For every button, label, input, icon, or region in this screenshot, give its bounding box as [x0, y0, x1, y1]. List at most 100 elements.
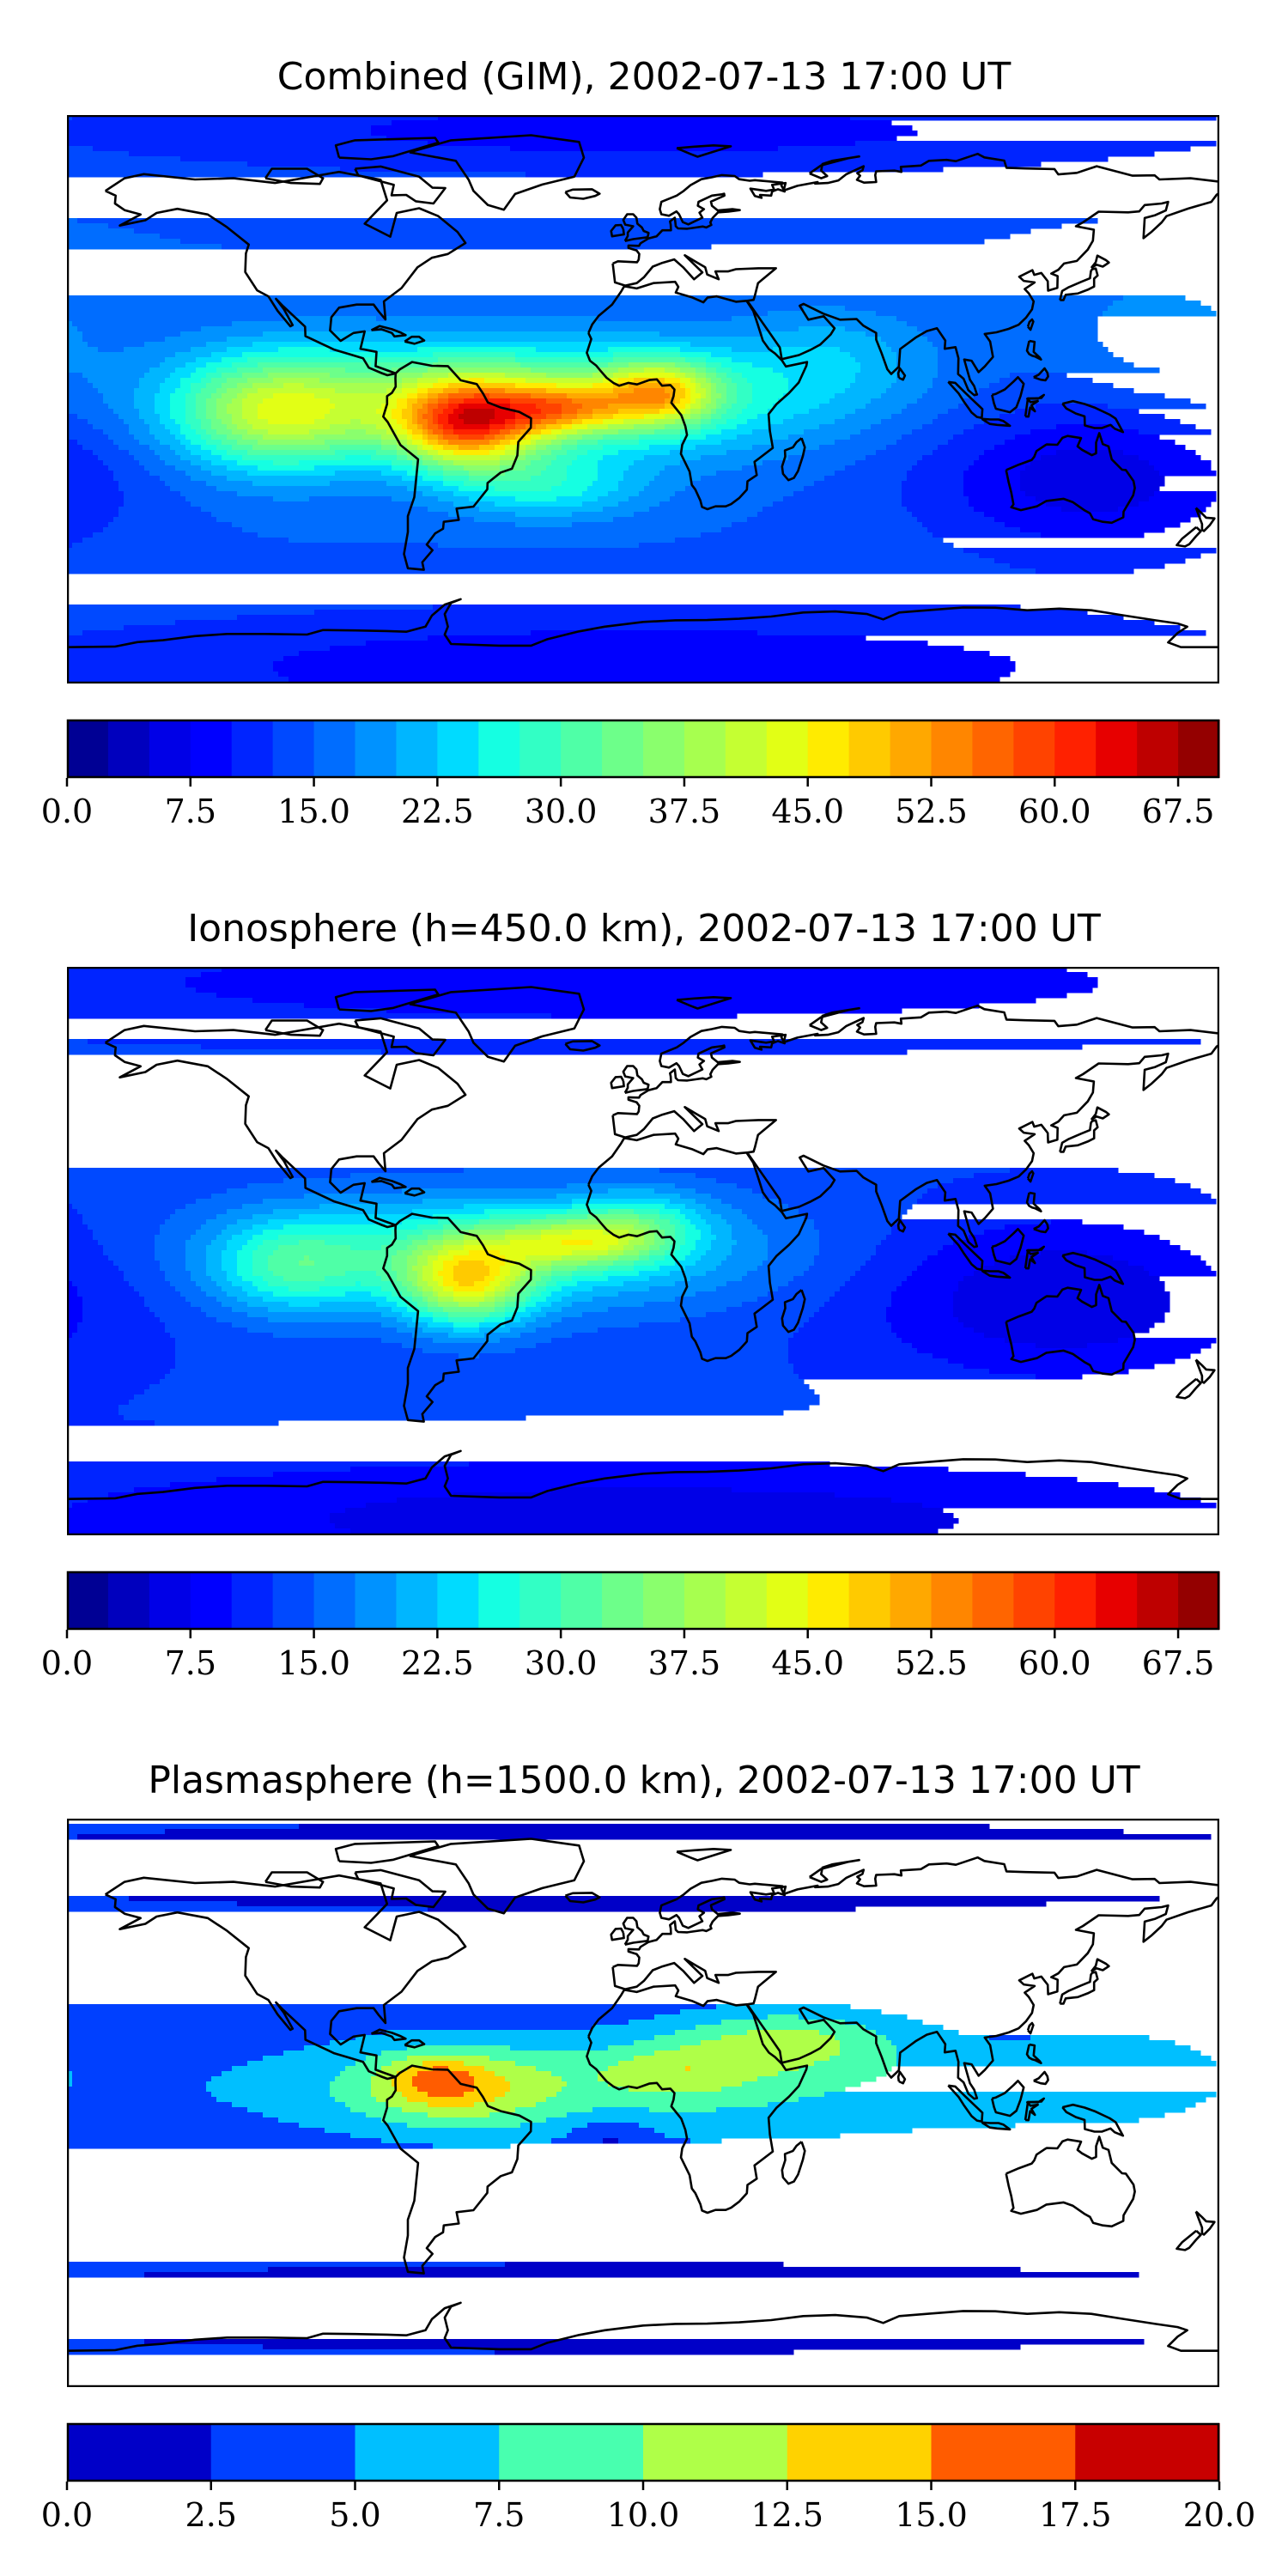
- colorbar-swatch: [931, 720, 974, 778]
- coastline-svalbard: [676, 143, 732, 158]
- colorbar-swatch: [561, 1571, 603, 1630]
- coastline-sulawesi: [1024, 393, 1045, 418]
- coastline-new-guinea: [1061, 2103, 1125, 2137]
- colorbar-swatch: [602, 720, 644, 778]
- colorbar-swatch: [643, 1571, 685, 1630]
- coastline-borneo: [991, 1227, 1025, 1266]
- colorbar-swatch: [931, 2423, 1076, 2482]
- colorbar-swatch: [683, 720, 726, 778]
- colorbar-swatch: [478, 1571, 520, 1630]
- colorbar-swatch: [1137, 720, 1179, 778]
- coastline-java: [981, 417, 1012, 428]
- coastline-greenland: [409, 986, 586, 1063]
- colorbar-tick-label: 37.5: [648, 1644, 721, 1682]
- coastline-madagascar: [781, 1289, 806, 1334]
- coastline-svalbard: [676, 995, 732, 1010]
- coastline-south-america: [381, 2064, 532, 2275]
- colorbar-tick-label: 30.0: [525, 1644, 598, 1682]
- colorbar-swatch: [396, 1571, 438, 1630]
- coastline-japan: [1059, 267, 1099, 301]
- colorbar-swatch: [210, 2423, 356, 2482]
- colorbar-tick-label: 7.5: [165, 1644, 216, 1682]
- colorbar-swatch: [931, 1571, 974, 1630]
- colorbar-swatch: [1178, 1571, 1220, 1630]
- map-frame: [67, 967, 1219, 1535]
- colorbar-tick-label: 52.5: [895, 793, 968, 830]
- coastlines: [67, 134, 1219, 667]
- coastline-hispaniola: [404, 335, 426, 345]
- coastline-novaya-zemlya: [809, 1006, 860, 1031]
- colorbar-swatch: [787, 2423, 933, 2482]
- colorbar-tick-label: 17.5: [1039, 2496, 1112, 2534]
- colorbar-swatch: [67, 1571, 109, 1630]
- colorbar-combined: 0.0 7.5 15.0 22.5 30.0 37.5 45.0 52.5 60.0 67.5: [41, 719, 1220, 830]
- coastline-hispaniola: [404, 2038, 426, 2049]
- colorbar-frame: [66, 1571, 1220, 1631]
- coastline-mindanao: [1033, 1218, 1049, 1234]
- colorbar-tick-label: 30.0: [525, 793, 598, 830]
- tec-field: [67, 967, 1217, 1535]
- coastline-ireland: [610, 1075, 625, 1090]
- coastline-novaya-zemlya: [809, 1858, 860, 1883]
- coastline-taiwan: [1026, 1170, 1035, 1183]
- coastline-iceland: [564, 188, 601, 200]
- coastline-sulawesi: [1024, 2097, 1045, 2122]
- coastline-java: [981, 1269, 1012, 1279]
- colorbar-swatch: [499, 2423, 644, 2482]
- colorbar-swatch: [807, 720, 850, 778]
- coastline-baffin: [354, 1868, 447, 1909]
- colorbar-tick-label: 52.5: [895, 1644, 968, 1682]
- coastline-hispaniola: [404, 1187, 426, 1197]
- colorbar-swatch: [725, 720, 768, 778]
- colorbar-swatch: [972, 1571, 1014, 1630]
- colorbar-swatch: [231, 1571, 274, 1630]
- coastline-ellesmere: [334, 988, 440, 1012]
- colorbar-swatch: [355, 1571, 398, 1630]
- coastline-australia: [1005, 1284, 1136, 1376]
- colorbar-swatch: [807, 1571, 850, 1630]
- colorbar-swatch: [231, 720, 274, 778]
- map-frame: [67, 115, 1219, 683]
- coastline-new-zealand-s: [1176, 526, 1202, 548]
- coastline-ireland: [610, 223, 625, 238]
- colorbar-swatch: [602, 1571, 644, 1630]
- coastline-africa: [586, 1984, 809, 2215]
- colorbar-swatch: [890, 720, 933, 778]
- coastline-taiwan: [1026, 2021, 1035, 2035]
- colorbar-tick-label: 15.0: [277, 1644, 350, 1682]
- coastline-new-guinea: [1061, 1251, 1125, 1285]
- coastline-cuba: [370, 2028, 407, 2042]
- colorbar-swatch: [766, 1571, 809, 1630]
- colorbar-swatch: [890, 1571, 933, 1630]
- colorbar-swatch: [1013, 1571, 1055, 1630]
- colorbar-tick-label: 67.5: [1142, 1644, 1215, 1682]
- coastline-philippines: [1025, 339, 1042, 361]
- coastline-hokkaido: [1090, 1106, 1110, 1121]
- coastlines: [67, 986, 1219, 1519]
- panel-title-combined: Combined (GIM), 2002-07-13 17:00 UT: [276, 55, 1012, 99]
- coastline-south-america: [381, 361, 532, 571]
- colorbar-swatch: [725, 1571, 768, 1630]
- colorbar-tick-label: 10.0: [607, 2496, 680, 2534]
- coastline-taiwan: [1026, 318, 1035, 331]
- colorbar-swatch: [272, 1571, 315, 1630]
- coastline-novaya-zemlya: [809, 155, 860, 179]
- coastline-new-guinea: [1061, 399, 1125, 434]
- colorbar-tick-label: 5.0: [329, 2496, 380, 2534]
- colorbar-tick-label: 20.0: [1183, 2496, 1256, 2534]
- colorbar-tick-label: 7.5: [473, 2496, 525, 2534]
- colorbar-swatch: [766, 720, 809, 778]
- colorbar-tick-label: 60.0: [1018, 1644, 1091, 1682]
- coastline-uk: [622, 1065, 650, 1094]
- coastline-sri-lanka: [896, 1218, 907, 1233]
- coastline-uk: [622, 213, 650, 242]
- colorbar-swatch: [67, 720, 109, 778]
- colorbar-tick-label: 2.5: [185, 2496, 237, 2534]
- coastline-hokkaido: [1090, 1958, 1110, 1973]
- colorbar-frame: [66, 2422, 1220, 2482]
- colorbar-swatch: [519, 720, 562, 778]
- coastline-japan: [1059, 1119, 1099, 1153]
- coastline-victoria-island: [264, 167, 325, 185]
- colorbar-swatch: [396, 720, 438, 778]
- coastline-borneo: [991, 2079, 1025, 2117]
